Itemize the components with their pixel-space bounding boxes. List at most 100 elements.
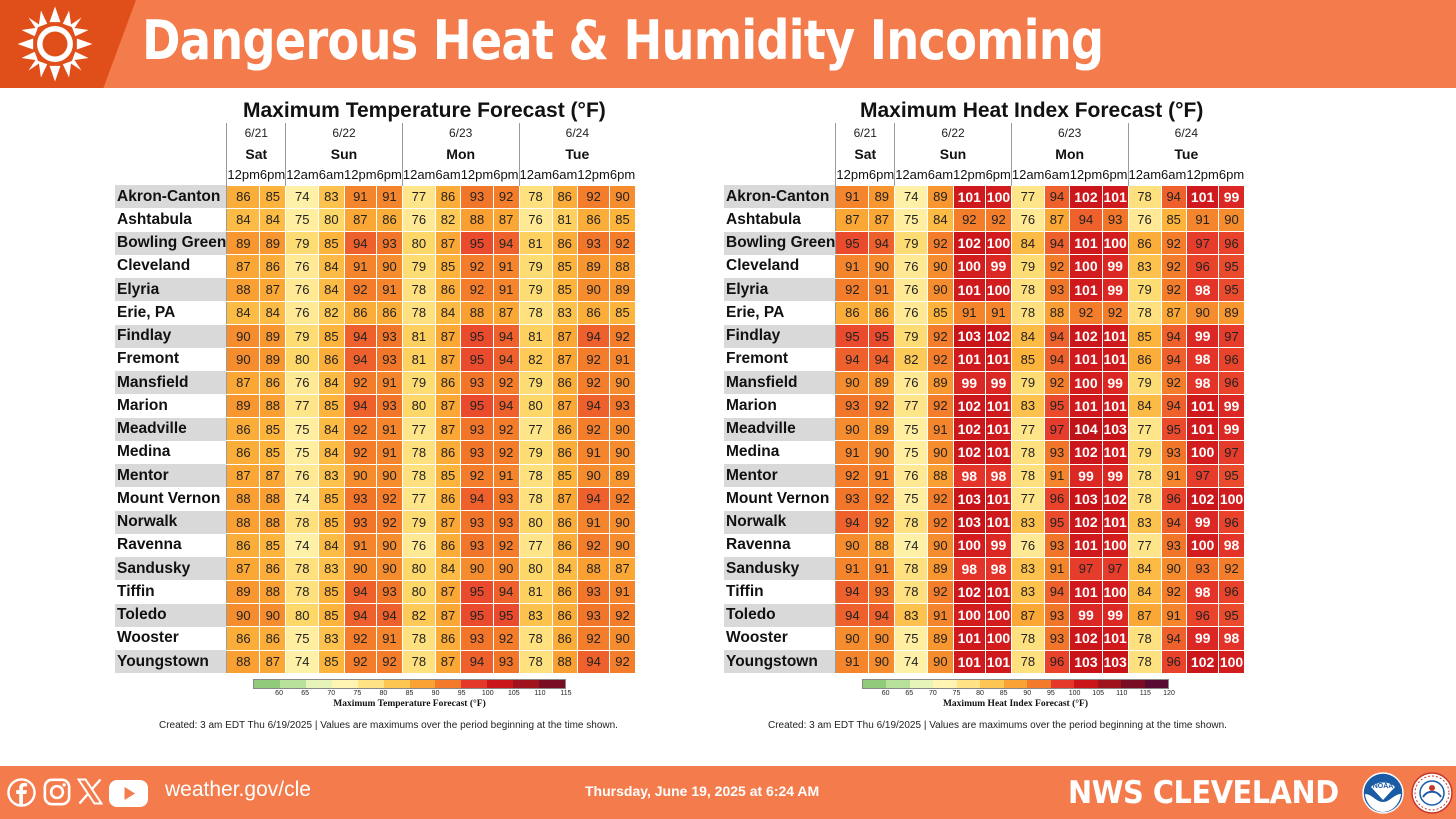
heatmap-cell: 91	[835, 184, 870, 209]
legend-swatch	[909, 680, 934, 688]
heatmap-cell: 103	[1101, 416, 1129, 442]
table-row: Erie, PA 84 84 76 82 86 86 78 84 88 87 78 83 86 85	[115, 300, 636, 326]
table-row: Wooster 86 86 75 83 92 91 78 86 93 92 78 86 92 90	[115, 626, 636, 651]
heatmap-cell: 86	[551, 184, 578, 209]
heatmap-cell: 92	[1160, 370, 1187, 395]
heatmap-cell: 76	[894, 300, 929, 326]
heatmap-cell: 78	[285, 556, 320, 581]
legend-swatch	[539, 680, 566, 688]
legend-tick-label: 75	[353, 690, 362, 697]
heatmap-cell: 99	[1101, 277, 1129, 302]
heatmap-cell: 90	[376, 533, 403, 558]
heatmap-cell: 99	[1069, 463, 1103, 488]
heatmap-cell: 78	[518, 626, 553, 651]
heatmap-cell: 90	[868, 440, 896, 465]
heatmap-cell: 85	[318, 486, 345, 512]
legend-swatch	[279, 680, 306, 688]
table-row: Erie, PA 86 86 76 85 91 91 78 88 92 92 78 87 90 89	[724, 300, 1245, 326]
heatmap-cell: 100	[952, 602, 987, 628]
heatmap-cell: 75	[894, 486, 929, 512]
heatmap-cell: 102	[952, 230, 987, 256]
heatmap-cell: 74	[285, 184, 320, 209]
heatmap-cell: 95	[835, 323, 870, 349]
heatmap-cell: 85	[551, 463, 578, 488]
heatmap-cell: 99	[1069, 602, 1103, 628]
heatmap-cell: 92	[492, 626, 520, 651]
heatmap-cell: 76	[285, 277, 320, 302]
heatmap-cell: 89	[868, 416, 896, 442]
x-icon[interactable]	[77, 778, 103, 805]
heatmap-cell: 85	[318, 579, 345, 605]
heatmap-cell: 75	[894, 440, 929, 465]
heatmap-cell: 86	[551, 440, 578, 465]
legend-title: Maximum Heat Index Forecast (°F)	[942, 699, 1089, 709]
heatmap-cell: 83	[1010, 579, 1045, 605]
heatmap-cell: 90	[376, 254, 403, 279]
day-date-label: 6/23	[1010, 123, 1129, 143]
heatmap-cell: 83	[518, 602, 553, 628]
heatmap-cell: 90	[609, 184, 636, 209]
table-row: Toledo 94 94 83 91 100 100 87 93 99 99 87 91 96 95	[724, 602, 1245, 628]
time-label: 6pm	[259, 167, 286, 183]
day-weekday-label: Sat	[835, 143, 895, 165]
heatmap-cell: 96	[1185, 254, 1220, 279]
day-date-label: 6/21	[226, 123, 286, 143]
heat-index-legend: 60 65 70 75 80 85 90 95 100 105 110 115 120 Maximum H…	[862, 679, 1175, 709]
heatmap-cell: 87	[434, 509, 462, 535]
heatmap-cell: 101	[1101, 393, 1129, 419]
heatmap-cell: 87	[434, 649, 462, 674]
temperature-created-note: Created: 3 am EDT Thu 6/19/2025 | Values…	[159, 720, 618, 731]
facebook-icon[interactable]	[7, 778, 36, 807]
website-link[interactable]: weather.gov/cle	[165, 778, 311, 801]
heatmap-cell: 92	[985, 207, 1012, 233]
heatmap-cell: 92	[1043, 370, 1071, 395]
legend-title: Maximum Temperature Forecast (°F)	[333, 699, 486, 709]
heatmap-cell: 89	[927, 556, 954, 581]
heatmap-cell: 77	[401, 184, 436, 209]
heatmap-cell: 79	[401, 254, 436, 279]
legend-color-bar	[862, 679, 1169, 689]
heatmap-cell: 93	[1043, 440, 1071, 465]
heatmap-cell: 78	[1127, 184, 1162, 209]
office-name: NWS CLEVELAND	[1068, 775, 1339, 811]
heatmap-cell: 99	[985, 533, 1012, 558]
time-label: 6am	[318, 167, 345, 183]
heatmap-cell: 92	[460, 277, 494, 302]
heatmap-cell: 93	[376, 393, 403, 419]
heatmap-cell: 100	[952, 533, 987, 558]
heat-index-created-note: Created: 3 am EDT Thu 6/19/2025 | Values…	[768, 720, 1227, 731]
legend-swatch	[305, 680, 332, 688]
heatmap-cell: 90	[927, 533, 954, 558]
heatmap-cell: 96	[1218, 509, 1245, 535]
heatmap-cell: 82	[318, 300, 345, 326]
heatmap-cell: 93	[1043, 602, 1071, 628]
heatmap-cell: 94	[868, 347, 896, 372]
heatmap-cell: 86	[376, 207, 403, 233]
time-label: 12pm	[953, 167, 986, 183]
heatmap-cell: 84	[259, 207, 287, 233]
heatmap-cell: 99	[952, 370, 987, 395]
day-date-label: 6/24	[1127, 123, 1245, 143]
time-label: 12pm	[835, 165, 869, 185]
heatmap-cell: 93	[460, 509, 494, 535]
heatmap-cell: 78	[518, 649, 553, 674]
heatmap-cell: 75	[285, 207, 320, 233]
heatmap-cell: 87	[434, 323, 462, 349]
location-name: Youngstown	[724, 650, 836, 674]
heatmap-cell: 83	[318, 556, 345, 581]
heatmap-cell: 86	[434, 626, 462, 651]
youtube-icon[interactable]	[109, 780, 148, 807]
heatmap-cell: 93	[1043, 277, 1071, 302]
heatmap-cell: 85	[318, 230, 345, 256]
heatmap-cell: 91	[343, 254, 378, 279]
heatmap-cell: 91	[376, 626, 403, 651]
legend-tick-label: 75	[952, 690, 961, 697]
time-label: 6pm	[1218, 167, 1245, 183]
heatmap-cell: 94	[1043, 579, 1071, 605]
heatmap-cell: 90	[576, 277, 611, 302]
heatmap-cell: 85	[318, 602, 345, 628]
legend-tick-label: 85	[999, 690, 1008, 697]
instagram-icon[interactable]	[43, 778, 71, 806]
heatmap-cell: 83	[318, 184, 345, 209]
heatmap-cell: 85	[318, 509, 345, 535]
